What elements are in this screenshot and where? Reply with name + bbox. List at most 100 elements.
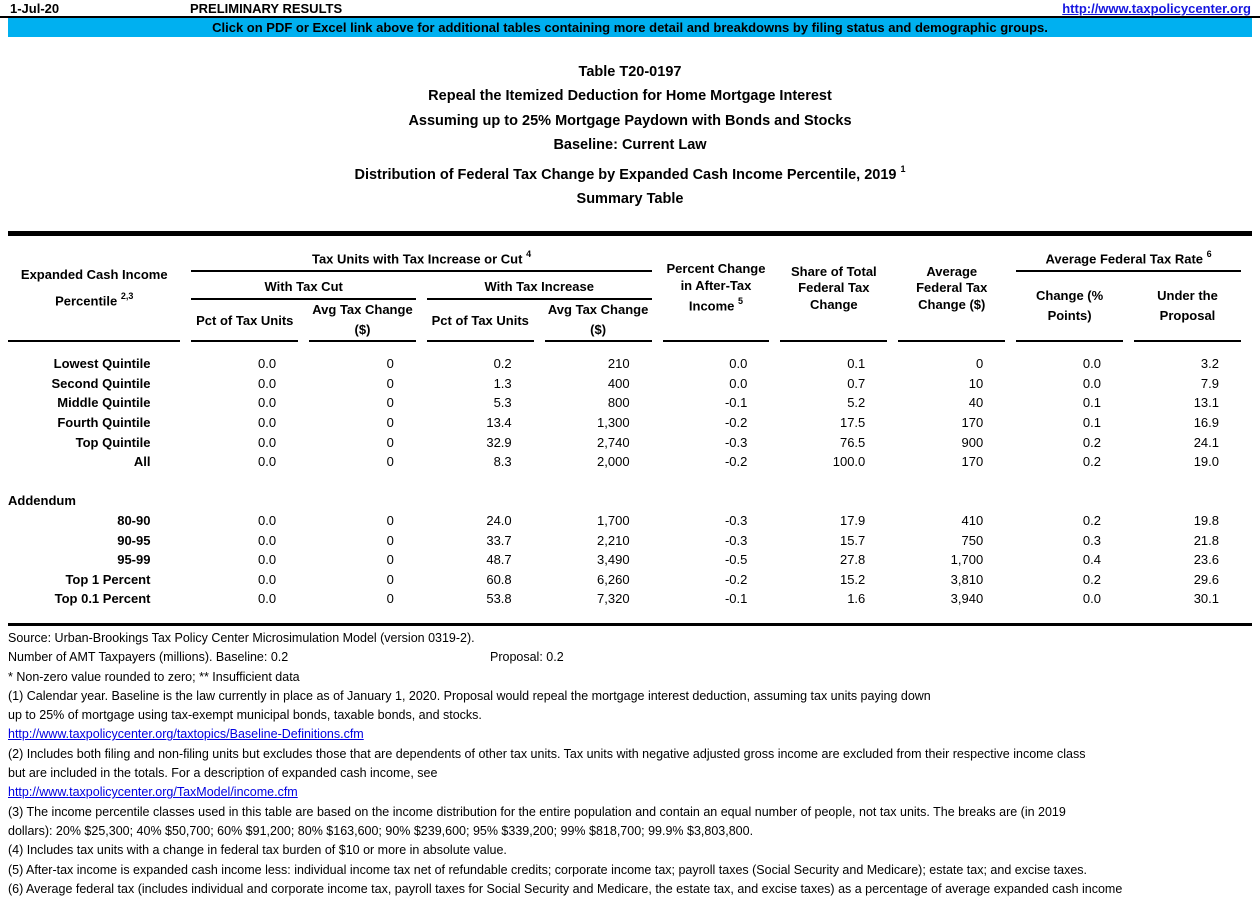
cell-value: 0.3 (1082, 532, 1101, 548)
cell-value: -0.2 (724, 415, 748, 431)
cell-value: 0.0 (258, 356, 277, 372)
table-row: 95-99 0.0 0 48.7 3,490 -0.5 27.8 1,700 0.4 23.6 (8, 550, 1241, 570)
cell-value (1016, 491, 1123, 511)
cell-value: 0 (386, 434, 394, 450)
table-row: Fourth Quintile 0.0 0 13.4 1,300 -0.2 17.5 170 0… (8, 413, 1241, 433)
cell-value: 53.8 (486, 591, 512, 607)
cell-value: 0.0 (1082, 356, 1101, 372)
cell-value: 3,810 (950, 571, 984, 587)
row-label: Top 1 Percent (65, 571, 151, 587)
cell-value: 19.0 (1193, 454, 1219, 470)
cell-value: 3,940 (950, 591, 984, 607)
cell-value: 17.5 (839, 415, 866, 431)
cell-value (663, 491, 770, 511)
column-header-percent-change-after-tax-income: Percent Change in After-Tax Income 5 (662, 236, 770, 343)
column-header-rate-under-proposal: Under the Proposal (1133, 272, 1241, 343)
row-label: 80-90 (117, 513, 151, 529)
cell-value: 800 (607, 395, 630, 411)
table-top-rule (8, 231, 1252, 237)
cell-value: 0 (975, 356, 984, 372)
cell-value: 48.7 (486, 552, 512, 568)
table-row: 90-95 0.0 0 33.7 2,210 -0.3 15.7 750 0.3 21.8 (8, 531, 1241, 551)
column-header-rate-change-points: Change (% Points) (1016, 272, 1123, 343)
cell-value: 13.1 (1193, 395, 1219, 411)
column-header-pct-of-tax-units-increase: Pct of Tax Units (426, 300, 534, 343)
cell-value: 0 (386, 454, 394, 470)
cell-value: 30.1 (1193, 591, 1219, 607)
cell-value: 0 (386, 395, 394, 411)
footnotes-block: Source: Urban-Brookings Tax Policy Cente… (8, 629, 1260, 899)
footnote-line: (4) Includes tax units with a change in … (8, 843, 507, 858)
footnote-line: http://www.taxpolicycenter.org/TaxModel/… (8, 783, 1260, 802)
cell-value: 27.8 (839, 552, 866, 568)
footnote-link[interactable]: http://www.taxpolicycenter.org/TaxModel/… (8, 785, 298, 800)
cell-value (545, 491, 652, 511)
top-header-row: 1-Jul-20 PRELIMINARY RESULTS http://www.… (0, 0, 1260, 18)
cell-value: 5.2 (847, 395, 866, 411)
cell-value: 170 (961, 454, 984, 470)
cell-value: -0.3 (724, 532, 748, 548)
cell-value: 0 (386, 513, 394, 529)
cell-value: 0.0 (729, 375, 748, 391)
cell-value: 170 (961, 415, 984, 431)
cell-value: 0 (386, 375, 394, 391)
cell-value: 2,210 (597, 532, 630, 548)
cell-value: 76.5 (839, 434, 866, 450)
cell-value: 0 (386, 356, 394, 372)
cell-value: 0 (386, 552, 394, 568)
row-label: Top Quintile (75, 434, 151, 450)
cell-value: 0.0 (258, 532, 277, 548)
spacer-row (8, 472, 1241, 492)
spacer-row (8, 609, 1241, 623)
cell-value: 23.6 (1193, 552, 1219, 568)
column-header-average-federal-tax-change: Average Federal Tax Change ($) (898, 236, 1006, 343)
cell-value: 15.7 (839, 532, 866, 548)
footnote-line: * Non-zero value rounded to zero; ** Ins… (8, 669, 300, 684)
taxpolicycenter-link[interactable]: http://www.taxpolicycenter.org (1062, 1, 1251, 16)
title-line: Summary Table (576, 190, 684, 207)
footnote-link[interactable]: http://www.taxpolicycenter.org/taxtopics… (8, 727, 364, 742)
cell-value: 410 (961, 513, 984, 529)
row-label: All (133, 454, 151, 470)
cell-value: 0 (386, 415, 394, 431)
cell-value: 19.8 (1193, 513, 1219, 529)
title-line: Table T20-0197 (578, 64, 682, 80)
cell-value: 0.0 (258, 434, 277, 450)
cell-value: 1,300 (597, 415, 630, 431)
cell-value: 0.0 (258, 454, 277, 470)
cell-value: 40 (968, 395, 984, 411)
cell-value: 2,000 (597, 454, 630, 470)
cell-value: 0.1 (1082, 395, 1101, 411)
amt-proposal-text: Proposal: 0.2 (490, 650, 564, 665)
group-header-with-tax-increase: With Tax Increase (426, 272, 652, 301)
cell-value: 3.2 (1200, 356, 1219, 372)
cell-value: 2,740 (597, 434, 630, 450)
table-row: Top 1 Percent 0.0 0 60.8 6,260 -0.2 15.2 3,810 0… (8, 570, 1241, 590)
table-row: Middle Quintile 0.0 0 5.3 800 -0.1 5.2 40 0.1 13.… (8, 393, 1241, 413)
title-line: Repeal the Itemized Deduction for Home M… (428, 88, 832, 105)
cell-value: 60.8 (486, 571, 512, 587)
title-line: Assuming up to 25% Mortgage Paydown with… (408, 112, 852, 129)
cell-value: 1,700 (950, 552, 984, 568)
cell-value: 21.8 (1193, 532, 1219, 548)
footnote-line: (1) Calendar year. Baseline is the law c… (8, 688, 931, 703)
summary-table: Expanded Cash Income Percentile 2,3 Tax … (8, 231, 1252, 626)
info-banner-text: Click on PDF or Excel link above for add… (212, 20, 1048, 35)
cell-value: 0.2 (493, 356, 512, 372)
table-row: Lowest Quintile 0.0 0 0.2 210 0.0 0.1 0 0.0 3.2 (8, 354, 1241, 374)
cell-value (898, 491, 1005, 511)
cell-value (1134, 491, 1241, 511)
column-header-pct-of-tax-units-cut: Pct of Tax Units (191, 300, 299, 343)
table-row: Second Quintile 0.0 0 1.3 400 0.0 0.7 10 0.0 7.9 (8, 374, 1241, 394)
info-banner: Click on PDF or Excel link above for add… (8, 18, 1252, 37)
title-line: Distribution of Federal Tax Change by Ex… (354, 163, 906, 183)
cell-value: -0.1 (724, 591, 748, 607)
cell-value: -0.3 (724, 513, 748, 529)
cell-value: 0.0 (258, 375, 277, 391)
cell-value: 33.7 (486, 532, 512, 548)
amt-baseline-text: Number of AMT Taxpayers (millions). Base… (8, 650, 289, 665)
row-label: Lowest Quintile (53, 356, 151, 372)
table-row: 80-90 0.0 0 24.0 1,700 -0.3 17.9 410 0.2 19.8 (8, 511, 1241, 531)
row-label: Second Quintile (51, 375, 151, 391)
footnote-line: dollars): 20% $25,300; 40% $50,700; 60% … (8, 823, 754, 838)
